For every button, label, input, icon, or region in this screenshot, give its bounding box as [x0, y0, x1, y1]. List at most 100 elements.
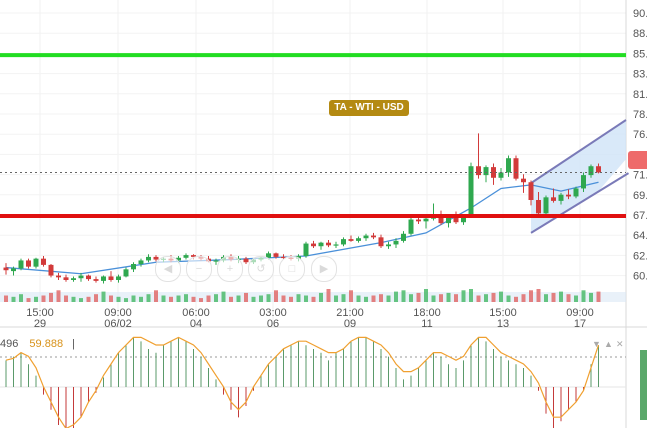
candle-body[interactable] — [371, 235, 376, 238]
candle-body[interactable] — [78, 275, 84, 279]
candle-body[interactable] — [56, 275, 61, 278]
candle[interactable] — [63, 274, 69, 282]
candle[interactable] — [491, 163, 496, 185]
candle-body[interactable] — [48, 264, 54, 276]
candle-body[interactable] — [513, 158, 519, 179]
candle-body[interactable] — [506, 158, 511, 173]
candle-body[interactable] — [183, 255, 189, 258]
candle[interactable] — [371, 232, 376, 240]
candle[interactable] — [573, 186, 579, 199]
candle[interactable] — [408, 216, 414, 236]
candle-body[interactable] — [356, 238, 361, 241]
candle-body[interactable] — [491, 167, 496, 178]
candle-body[interactable] — [138, 260, 144, 264]
candle-body[interactable] — [318, 242, 324, 247]
candle-body[interactable] — [213, 260, 219, 262]
candle-body[interactable] — [101, 276, 106, 281]
candle-body[interactable] — [573, 188, 579, 197]
candle-body[interactable] — [438, 214, 444, 224]
candle-body[interactable] — [596, 166, 601, 173]
candle[interactable] — [341, 237, 346, 247]
candle[interactable] — [326, 240, 331, 248]
candle-body[interactable] — [273, 253, 279, 257]
candle-body[interactable] — [551, 197, 556, 201]
candle-body[interactable] — [446, 216, 451, 224]
candle-body[interactable] — [3, 267, 9, 271]
candle-body[interactable] — [378, 237, 384, 247]
candle[interactable] — [11, 266, 16, 276]
candle-body[interactable] — [41, 258, 46, 265]
zoom-reset-icon[interactable]: ↺ — [248, 256, 274, 282]
candle[interactable] — [528, 180, 534, 206]
candle[interactable] — [356, 236, 361, 243]
candle-body[interactable] — [588, 166, 594, 176]
candle-body[interactable] — [393, 240, 399, 245]
candle-body[interactable] — [468, 166, 474, 216]
candle-body[interactable] — [453, 216, 459, 223]
candle-body[interactable] — [566, 194, 571, 197]
candle-body[interactable] — [348, 239, 354, 241]
candle[interactable] — [78, 272, 84, 282]
candle-body[interactable] — [123, 269, 129, 277]
candle-body[interactable] — [528, 182, 534, 200]
candle[interactable] — [101, 275, 106, 284]
candle[interactable] — [333, 241, 339, 248]
candle-body[interactable] — [18, 260, 24, 269]
candle-body[interactable] — [558, 194, 564, 201]
candle[interactable] — [303, 241, 309, 258]
candle[interactable] — [86, 274, 91, 281]
candle[interactable] — [506, 155, 511, 177]
close-icon[interactable]: ✕ — [616, 339, 624, 349]
candle[interactable] — [138, 258, 144, 267]
candle[interactable] — [183, 253, 189, 260]
candle[interactable] — [71, 276, 76, 282]
candle[interactable] — [558, 192, 564, 205]
candle-body[interactable] — [266, 253, 271, 258]
candle[interactable] — [116, 274, 121, 283]
candle[interactable] — [536, 192, 541, 217]
candle-body[interactable] — [333, 244, 339, 246]
candle[interactable] — [513, 155, 519, 181]
candle[interactable] — [273, 252, 279, 259]
zoom-in-icon[interactable]: + — [217, 256, 243, 282]
candle-body[interactable] — [521, 178, 526, 183]
price-axis[interactable]: 90.88.85.83.81.78.76.74.71.69.67.64.62.6… — [633, 8, 647, 283]
candle[interactable] — [146, 254, 151, 263]
candle[interactable] — [48, 264, 54, 278]
candle-body[interactable] — [326, 242, 331, 246]
candle-body[interactable] — [416, 219, 421, 222]
candle[interactable] — [311, 240, 316, 248]
candle[interactable] — [521, 174, 526, 193]
zoom-fit-icon[interactable]: □ — [279, 256, 305, 282]
candle[interactable] — [363, 233, 369, 241]
candle[interactable] — [18, 258, 24, 271]
candle-body[interactable] — [153, 256, 159, 260]
candle[interactable] — [93, 276, 99, 283]
candle[interactable] — [348, 235, 354, 242]
candle[interactable] — [476, 133, 481, 179]
candle[interactable] — [3, 263, 9, 275]
candle[interactable] — [41, 256, 46, 267]
candle[interactable] — [26, 258, 31, 269]
candle-body[interactable] — [71, 278, 76, 280]
candle-body[interactable] — [363, 235, 369, 239]
candle-body[interactable] — [33, 258, 39, 267]
candle-body[interactable] — [146, 256, 151, 261]
candle-body[interactable] — [483, 167, 489, 176]
candle-body[interactable] — [341, 239, 346, 245]
candle-body[interactable] — [476, 166, 481, 176]
zoom-out-icon[interactable]: − — [186, 256, 212, 282]
candle[interactable] — [543, 195, 549, 216]
candle-body[interactable] — [536, 200, 541, 214]
candle-body[interactable] — [461, 215, 466, 223]
candle-body[interactable] — [408, 219, 414, 234]
candle-body[interactable] — [11, 268, 16, 272]
candle-body[interactable] — [63, 277, 69, 280]
candle-body[interactable] — [108, 276, 114, 280]
triangle-up-icon[interactable]: ▲ — [604, 339, 613, 349]
candle[interactable] — [153, 255, 159, 262]
candle-body[interactable] — [86, 275, 91, 280]
candle[interactable] — [123, 267, 129, 278]
chevron-down-icon[interactable]: ▼ — [592, 339, 601, 349]
